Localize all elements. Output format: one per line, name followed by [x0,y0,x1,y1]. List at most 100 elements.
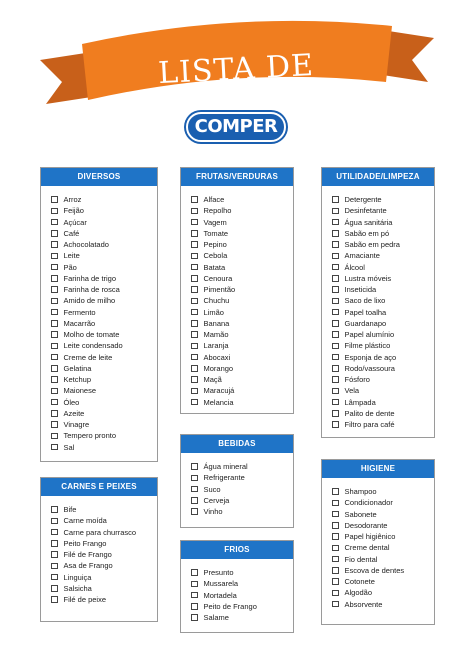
checkbox-icon[interactable] [332,488,339,495]
item-label: Álcool [344,262,365,272]
checkbox-icon[interactable] [332,353,339,361]
checkbox-icon[interactable] [191,508,198,515]
checkbox-icon[interactable] [332,263,339,271]
checkbox-icon[interactable] [332,510,339,518]
checkbox-icon[interactable] [191,474,198,482]
checkbox-icon[interactable] [191,603,198,610]
checkbox-icon[interactable] [51,398,58,406]
checkbox-icon[interactable] [51,376,58,383]
checkbox-icon[interactable] [51,218,58,226]
checkbox-icon[interactable] [191,275,198,282]
checkbox-icon[interactable] [332,410,339,417]
checkbox-icon[interactable] [332,376,339,383]
checkbox-icon[interactable] [332,241,339,248]
checkbox-icon[interactable] [191,485,198,493]
checkbox-icon[interactable] [51,506,58,513]
checkbox-icon[interactable] [51,286,58,293]
checkbox-icon[interactable] [332,533,339,540]
checkbox-icon[interactable] [51,263,58,271]
checkbox-icon[interactable] [191,286,198,293]
checkbox-icon[interactable] [332,522,339,529]
checkbox-icon[interactable] [191,342,198,350]
checkbox-icon[interactable] [332,578,339,585]
checkbox-icon[interactable] [51,320,58,327]
checkbox-icon[interactable] [332,398,339,406]
checkbox-icon[interactable] [191,230,198,237]
checkbox-icon[interactable] [191,580,198,588]
checkbox-icon[interactable] [51,196,58,203]
checkbox-icon[interactable] [191,497,198,504]
list-header: BEBIDAS [181,435,293,453]
checkbox-icon[interactable] [332,331,339,338]
checkbox-icon[interactable] [51,275,58,282]
checkbox-icon[interactable] [51,562,58,570]
checkbox-icon[interactable] [332,275,339,282]
list-item: Amaciante [332,250,434,261]
checkbox-icon[interactable] [191,308,198,316]
checkbox-icon[interactable] [51,596,58,603]
checkbox-icon[interactable] [332,555,339,563]
checkbox-icon[interactable] [51,365,58,372]
checkbox-icon[interactable] [191,463,198,470]
checkbox-icon[interactable] [51,517,58,525]
checkbox-icon[interactable] [51,387,58,395]
checkbox-icon[interactable] [332,365,339,372]
checkbox-icon[interactable] [191,591,198,599]
checkbox-icon[interactable] [51,421,58,428]
checkbox-icon[interactable] [191,320,198,327]
checkbox-icon[interactable] [51,308,58,316]
checkbox-icon[interactable] [51,241,58,248]
checkbox-icon[interactable] [332,387,339,395]
checkbox-icon[interactable] [191,252,198,260]
checkbox-icon[interactable] [332,544,339,552]
checkbox-icon[interactable] [332,196,339,203]
checkbox-icon[interactable] [191,398,198,406]
checkbox-icon[interactable] [332,297,339,305]
checkbox-icon[interactable] [191,241,198,248]
checkbox-icon[interactable] [191,263,198,271]
checkbox-icon[interactable] [51,540,58,547]
checkbox-icon[interactable] [332,421,339,428]
checkbox-icon[interactable] [332,286,339,293]
checkbox-icon[interactable] [51,342,58,350]
checkbox-icon[interactable] [51,528,58,536]
checkbox-icon[interactable] [191,376,198,383]
checkbox-icon[interactable] [51,410,58,417]
checkbox-icon[interactable] [191,331,198,338]
checkbox-icon[interactable] [191,614,198,621]
checkbox-icon[interactable] [332,600,339,608]
checkbox-icon[interactable] [332,499,339,507]
checkbox-icon[interactable] [51,551,58,558]
checkbox-icon[interactable] [191,196,198,203]
checkbox-icon[interactable] [332,567,339,574]
list-item: Fósforo [332,374,434,385]
checkbox-icon[interactable] [191,218,198,226]
checkbox-icon[interactable] [332,308,339,316]
checkbox-icon[interactable] [191,365,198,372]
checkbox-icon[interactable] [332,342,339,350]
checkbox-icon[interactable] [191,387,198,395]
checkbox-icon[interactable] [332,218,339,226]
checkbox-icon[interactable] [191,207,198,215]
checkbox-icon[interactable] [51,353,58,361]
checkbox-icon[interactable] [332,252,339,260]
checkbox-icon[interactable] [332,207,339,215]
checkbox-icon[interactable] [51,207,58,215]
checkbox-icon[interactable] [51,252,58,260]
checkbox-icon[interactable] [191,569,198,576]
checkbox-icon[interactable] [332,230,339,237]
item-label: Feijão [63,206,84,216]
checkbox-icon[interactable] [51,443,58,451]
checkbox-icon[interactable] [332,320,339,327]
checkbox-icon[interactable] [51,297,58,305]
checkbox-icon[interactable] [332,589,339,597]
list-item: Vagem [191,217,293,228]
checkbox-icon[interactable] [51,331,58,338]
checkbox-icon[interactable] [191,297,198,305]
checkbox-icon[interactable] [51,230,58,237]
item-label: Mortadela [203,590,237,600]
checkbox-icon[interactable] [51,432,58,440]
checkbox-icon[interactable] [191,353,198,361]
checkbox-icon[interactable] [51,573,58,581]
checkbox-icon[interactable] [51,585,58,592]
